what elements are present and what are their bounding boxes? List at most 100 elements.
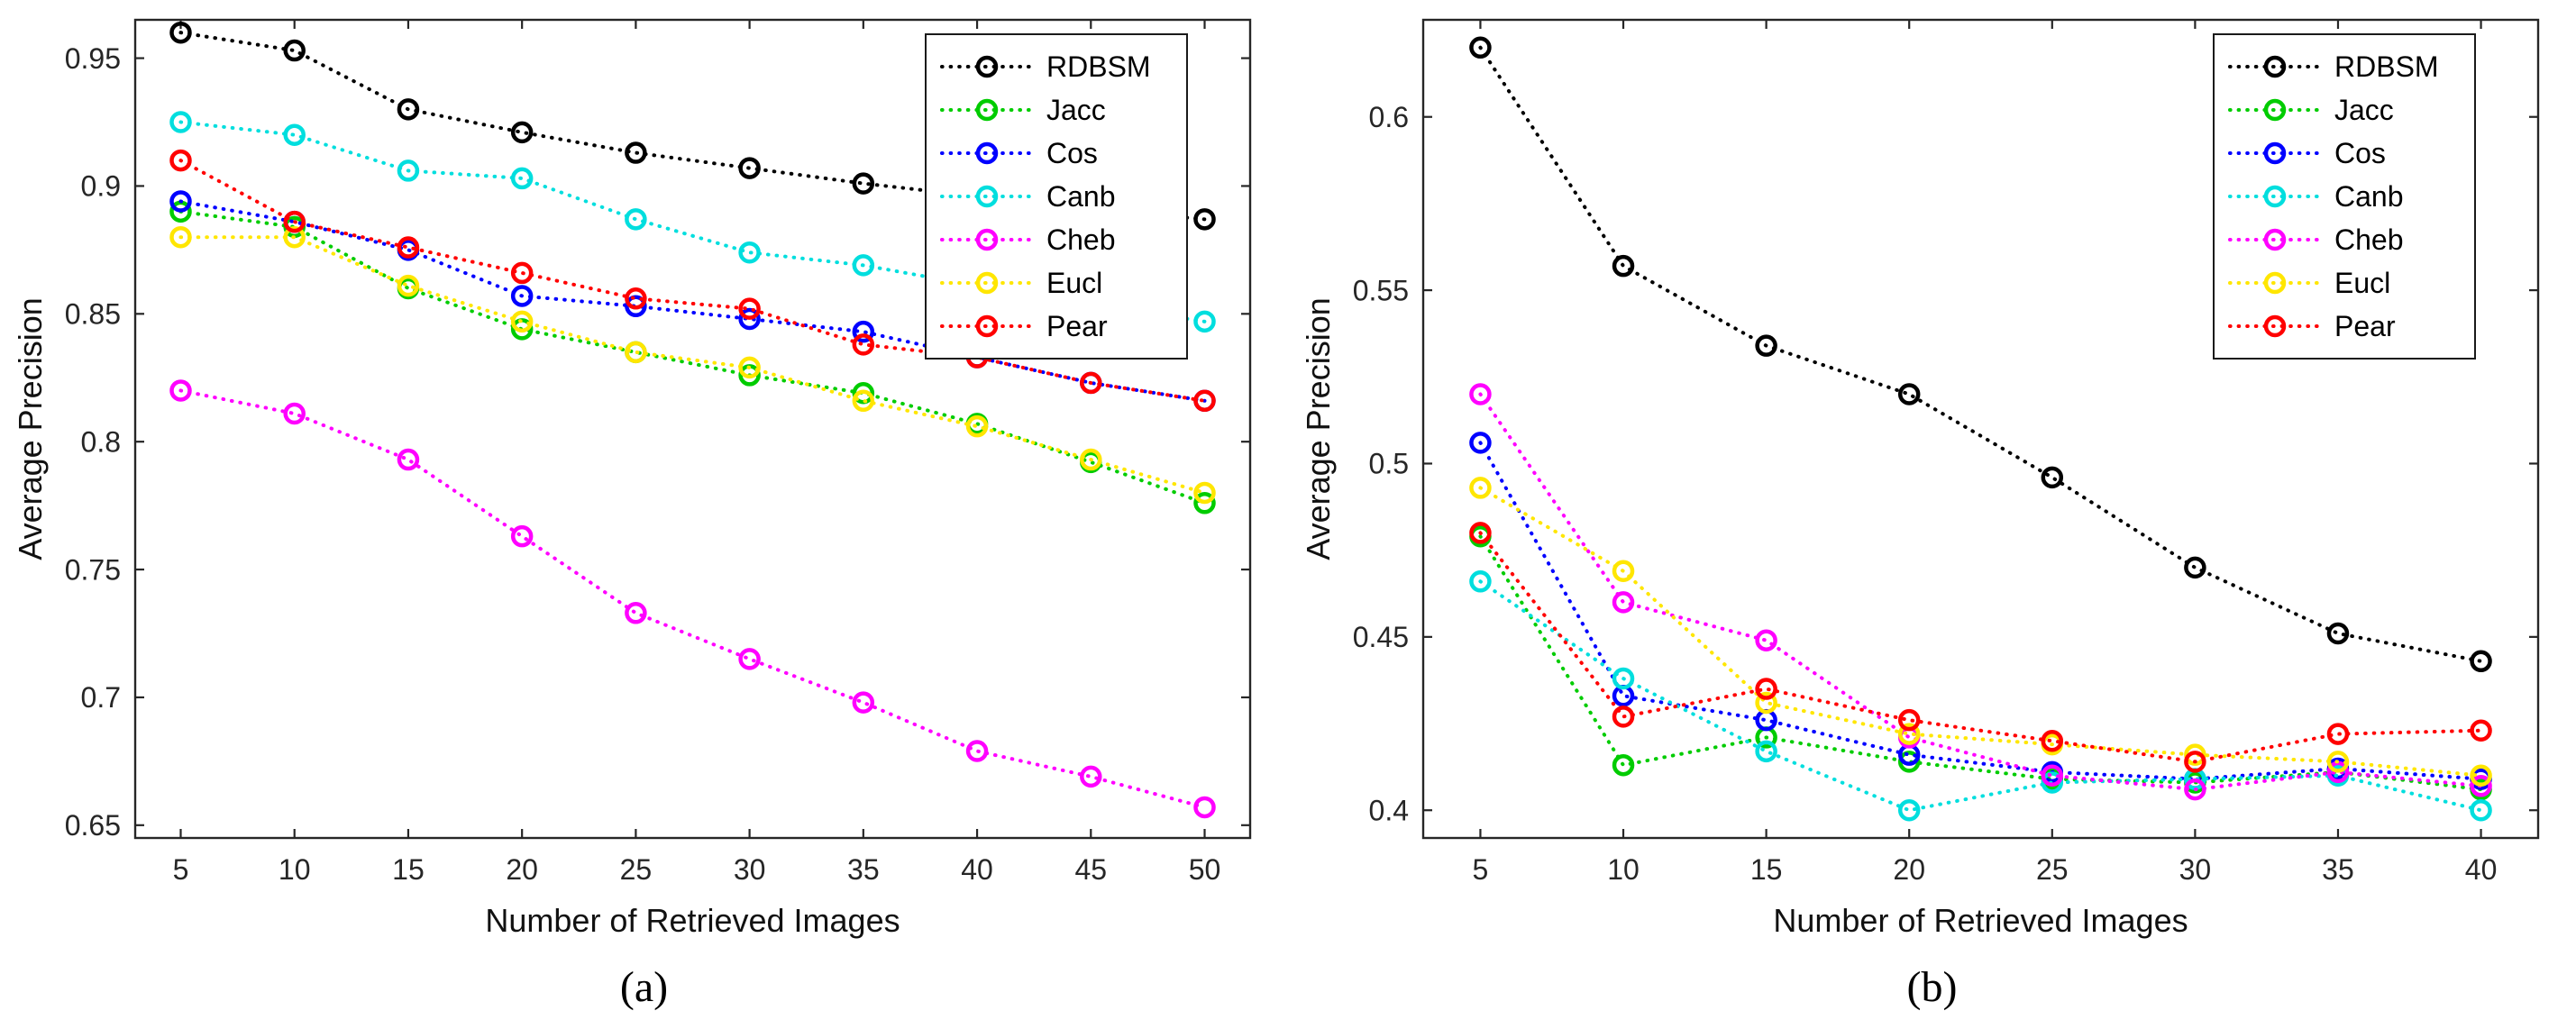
- legend-label: Eucl: [1046, 267, 1102, 299]
- plot-border: [133, 18, 1252, 840]
- x-tick-label: 35: [2322, 853, 2354, 886]
- series-line-Eucl: [178, 235, 1207, 495]
- series-marker-Canb: [169, 111, 192, 133]
- x-tick-label: 10: [279, 853, 311, 886]
- series-marker-RDBSM: [283, 39, 306, 62]
- series-marker-Cos: [738, 307, 761, 331]
- series-marker-RDBSM: [1897, 383, 1921, 405]
- legend-sample-marker: [2263, 98, 2287, 122]
- series-marker-Pear: [2470, 719, 2492, 742]
- series-Pear: [1469, 522, 2492, 773]
- series-marker-Cheb: [2041, 764, 2064, 787]
- series-marker-Cheb: [1080, 765, 1102, 788]
- legend-item-Cheb: Cheb: [940, 223, 1116, 256]
- legend-item-Jacc: Jacc: [2228, 94, 2394, 126]
- legend-item-RDBSM: RDBSM: [940, 50, 1151, 83]
- series-marker-Cos: [510, 285, 534, 307]
- series-marker-Eucl: [738, 356, 761, 379]
- series-marker-Canb: [1897, 798, 1921, 822]
- legend-label: Jacc: [1046, 94, 1106, 126]
- series-marker-Eucl: [2184, 743, 2206, 766]
- series-marker-RDBSM: [1469, 36, 1492, 59]
- series-marker-RDBSM: [738, 157, 761, 179]
- x-tick-label: 10: [1607, 853, 1640, 886]
- series-marker-Canb: [2041, 771, 2064, 794]
- x-axis-label: Number of Retrieved Images: [1773, 902, 2188, 939]
- series-marker-Eucl: [1612, 560, 1635, 582]
- legend-label: Jacc: [2334, 94, 2394, 126]
- legend-sample-marker: [2263, 185, 2287, 208]
- x-tick-label: 40: [2465, 853, 2498, 886]
- y-tick-label: 0.6: [1369, 101, 1409, 133]
- y-tick-label: 0.75: [65, 553, 121, 586]
- legend-label: Cheb: [1046, 223, 1116, 256]
- series-line-Cos: [178, 199, 1207, 403]
- x-tick-label: 40: [961, 853, 993, 886]
- series-marker-RDBSM: [852, 172, 875, 195]
- series-marker-Cos: [852, 320, 875, 343]
- series-marker-Cos: [169, 190, 192, 213]
- series-marker-Eucl: [1897, 723, 1921, 745]
- series-marker-Cheb: [2184, 778, 2206, 801]
- x-tick-label: 30: [2179, 853, 2212, 886]
- series-marker-RDBSM: [510, 121, 534, 144]
- x-tick-label: 15: [1750, 853, 1783, 886]
- legend: RDBSM Jacc Cos Canb Cheb Eucl Pear: [925, 33, 1188, 360]
- series-Eucl: [1469, 477, 2492, 787]
- chart-a-canvas: 5 10 15 20 25 30 35 40 45 50 0.65 0.7 0.75 0.8 0.85 0.9…: [12, 18, 1252, 939]
- legend-sample-marker: [975, 228, 999, 251]
- y-tick-label: 0.9: [81, 170, 121, 203]
- series-marker-Pear: [1080, 371, 1102, 395]
- series-marker-Cheb: [1612, 591, 1635, 614]
- series-marker-Pear: [625, 287, 647, 310]
- series-marker-Pear: [510, 261, 534, 285]
- x-tick-label: 15: [392, 853, 425, 886]
- series-line-Canb: [1478, 579, 2483, 813]
- legend-sample-marker: [2263, 271, 2287, 295]
- legend-item-Jacc: Jacc: [940, 94, 1106, 126]
- x-tick-label: 25: [2036, 853, 2069, 886]
- x-axis-label: Number of Retrieved Images: [485, 902, 900, 939]
- legend-label: Pear: [1046, 310, 1108, 342]
- legend-label: Pear: [2334, 310, 2396, 342]
- series-marker-Cheb: [625, 602, 647, 624]
- series-marker-RDBSM: [1612, 254, 1635, 278]
- series-marker-Eucl: [1193, 481, 1216, 505]
- series-marker-Jacc: [852, 382, 875, 405]
- x-tick-label: 25: [620, 853, 653, 886]
- series-marker-Cos: [1469, 432, 1492, 454]
- series-marker-Cheb: [1193, 796, 1216, 819]
- series-line-Pear: [178, 159, 1207, 403]
- x-tick-label: 5: [1473, 853, 1489, 886]
- series-marker-Pear: [2326, 723, 2350, 745]
- series-marker-Cheb: [283, 402, 306, 425]
- series-RDBSM: [1469, 36, 2492, 673]
- series-marker-Pear: [2041, 730, 2064, 752]
- series-marker-RDBSM: [625, 141, 647, 164]
- y-tick-label: 0.45: [1353, 621, 1409, 653]
- x-tick-label: 50: [1189, 853, 1221, 886]
- series-marker-Canb: [397, 159, 420, 182]
- chart-b-caption: (b): [1906, 963, 1958, 1011]
- legend-sample-marker: [975, 185, 999, 208]
- series-marker-Pear: [1193, 389, 1216, 413]
- y-axis-label: Average Precision: [12, 297, 49, 560]
- series-marker-RDBSM: [169, 21, 192, 44]
- series-marker-Canb: [1193, 310, 1216, 333]
- series-marker-Cheb: [510, 524, 534, 548]
- series-marker-Eucl: [2326, 751, 2350, 773]
- legend-label: Cos: [2334, 137, 2386, 169]
- tick-labels: 5 10 15 20 25 30 35 40 45 50 0.65 0.7 0.75 0.8 0.85 0.9…: [65, 42, 1221, 886]
- series-marker-Pear: [2184, 751, 2206, 773]
- legend-label: Canb: [1046, 180, 1116, 213]
- series-marker-RDBSM: [397, 98, 420, 121]
- series-marker-Pear: [1469, 522, 1492, 544]
- legend-sample-marker: [975, 55, 999, 78]
- chart-a-caption: (a): [619, 963, 669, 1011]
- x-tick-label: 35: [847, 853, 880, 886]
- series-Eucl: [169, 225, 1216, 505]
- series-line-Pear: [1478, 531, 2483, 764]
- y-tick-label: 0.65: [65, 809, 121, 842]
- x-tick-label: 5: [173, 853, 189, 886]
- legend-label: Eucl: [2334, 267, 2390, 299]
